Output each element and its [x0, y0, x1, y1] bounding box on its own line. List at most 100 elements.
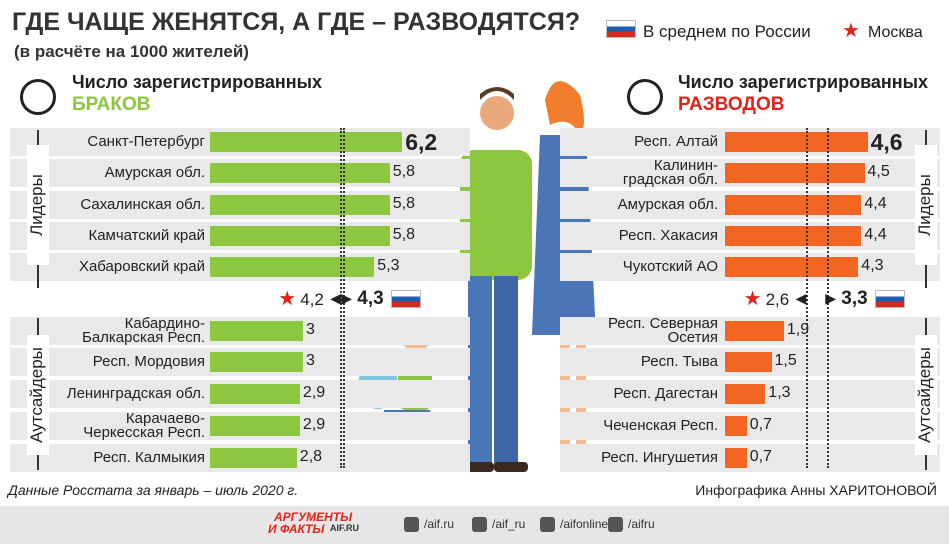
group-label: Лидеры	[915, 145, 937, 265]
logo-line: AIF.RU	[330, 523, 359, 533]
category-label: Калинин- градская обл.	[622, 157, 718, 188]
category-label: Респ. Хакасия	[618, 227, 718, 244]
title: ГДЕ ЧАЩЕ ЖЕНЯТСЯ, А ГДЕ – РАЗВОДЯТСЯ?	[12, 8, 581, 36]
value-label: 4,5	[867, 163, 890, 180]
bar	[725, 352, 772, 372]
social-icon	[404, 517, 419, 532]
value-label: 2,9	[302, 416, 326, 433]
bar	[725, 132, 868, 152]
bar	[725, 321, 784, 341]
category-label: Санкт-Петербург	[87, 133, 205, 150]
logo-line: АРГУМЕНТЫ	[274, 510, 353, 524]
subtitle: (в расчёте на 1000 жителей)	[14, 42, 249, 61]
value-label: 2,9	[302, 384, 326, 401]
bar	[210, 163, 390, 183]
moscow-value: 4,2	[300, 290, 324, 309]
moscow-star: ★	[743, 288, 762, 310]
chart-icon	[627, 79, 663, 115]
value-label: 0,7	[749, 416, 772, 433]
category-label: Респ. Дагестан	[613, 385, 718, 402]
value-label: 0,7	[749, 448, 772, 465]
bar	[210, 321, 303, 341]
bar	[725, 257, 859, 277]
value-label: 5,8	[392, 195, 416, 212]
value-label: 4,4	[864, 226, 887, 243]
arrow: ▶	[825, 290, 837, 306]
value-label: 4,4	[864, 195, 887, 212]
russia-flag	[875, 290, 906, 308]
social-handle: /aif_ru	[492, 517, 526, 531]
source: Данные Росстата за январь – июль 2020 г.	[8, 482, 299, 498]
reference-line	[805, 128, 808, 468]
bar	[725, 195, 862, 215]
category-label: Респ. Мордовия	[92, 353, 205, 370]
moscow-star: ★	[278, 288, 297, 310]
man	[460, 87, 532, 472]
row-stripe	[560, 412, 940, 440]
social-icon	[540, 517, 555, 532]
value-label: 6,2	[405, 129, 438, 155]
russia-value: 4,3	[357, 288, 384, 309]
value-label: 5,8	[392, 226, 416, 243]
russia-flag	[606, 20, 636, 38]
arrow: ◀	[795, 290, 807, 306]
group-label: Аутсайдеры	[915, 335, 937, 455]
category-label: Респ. Калмыкия	[93, 449, 205, 466]
bar	[725, 384, 766, 404]
bar	[210, 257, 375, 277]
category-label: Ленинградская обл.	[66, 385, 205, 402]
bar	[725, 226, 862, 246]
bar	[725, 416, 747, 436]
chart-subtitle: РАЗВОДОВ	[678, 94, 785, 115]
category-label: Респ. Тыва	[640, 353, 718, 370]
category-label: Кабардино- Балкарская Респ.	[81, 315, 205, 346]
chart-title: Число зарегистрированных	[72, 72, 323, 92]
category-label: Респ. Ингушетия	[601, 449, 718, 466]
value-label: 4,6	[870, 129, 903, 155]
category-label: Хабаровский край	[78, 258, 205, 275]
bar	[210, 226, 390, 246]
value-label: 5,3	[377, 257, 400, 274]
category-label: Чеченская Респ.	[603, 417, 718, 434]
arrow: ◀	[330, 290, 341, 306]
bar	[725, 163, 865, 183]
bar	[210, 132, 403, 152]
arrow: ▶	[341, 290, 353, 306]
social-handle: /aifru	[628, 517, 655, 531]
moscow-star: ★	[842, 20, 860, 42]
legend-moscow: Москва	[868, 24, 923, 41]
reference-line	[827, 128, 830, 468]
social-handle: /aifonline	[560, 517, 609, 531]
category-label: Карачаево- Черкесская Респ.	[83, 410, 205, 441]
social-icon	[608, 517, 623, 532]
bar	[210, 416, 300, 436]
category-label: Амурская обл.	[617, 196, 718, 213]
bar	[210, 448, 297, 468]
reference-line	[343, 128, 346, 468]
value-label: 1,9	[786, 321, 810, 338]
category-label: Чукотский АО	[622, 258, 718, 275]
value-label: 1,3	[768, 384, 791, 401]
bar	[210, 352, 303, 372]
moscow-value: 2,6	[765, 290, 790, 309]
bar	[210, 195, 390, 215]
value-label: 3	[306, 321, 315, 338]
chart-subtitle: БРАКОВ	[72, 94, 151, 115]
bar	[725, 448, 747, 468]
value-label: 1,5	[774, 352, 797, 369]
row-stripe	[560, 444, 940, 472]
social-handle: /aif.ru	[424, 517, 455, 531]
category-label: Респ. Северная Осетия	[607, 315, 718, 346]
bar	[210, 384, 300, 404]
social-icon	[472, 517, 487, 532]
value-label: 5,8	[392, 163, 416, 180]
chart-title: Число зарегистрированных	[678, 72, 929, 92]
category-label: Амурская обл.	[104, 164, 205, 181]
russia-flag	[391, 290, 422, 308]
russia-value: 3,3	[841, 288, 868, 309]
value-label: 4,3	[861, 257, 884, 274]
value-label: 3	[306, 352, 315, 369]
logo-line: И ФАКТЫ	[268, 522, 325, 536]
reference-line	[340, 128, 343, 468]
